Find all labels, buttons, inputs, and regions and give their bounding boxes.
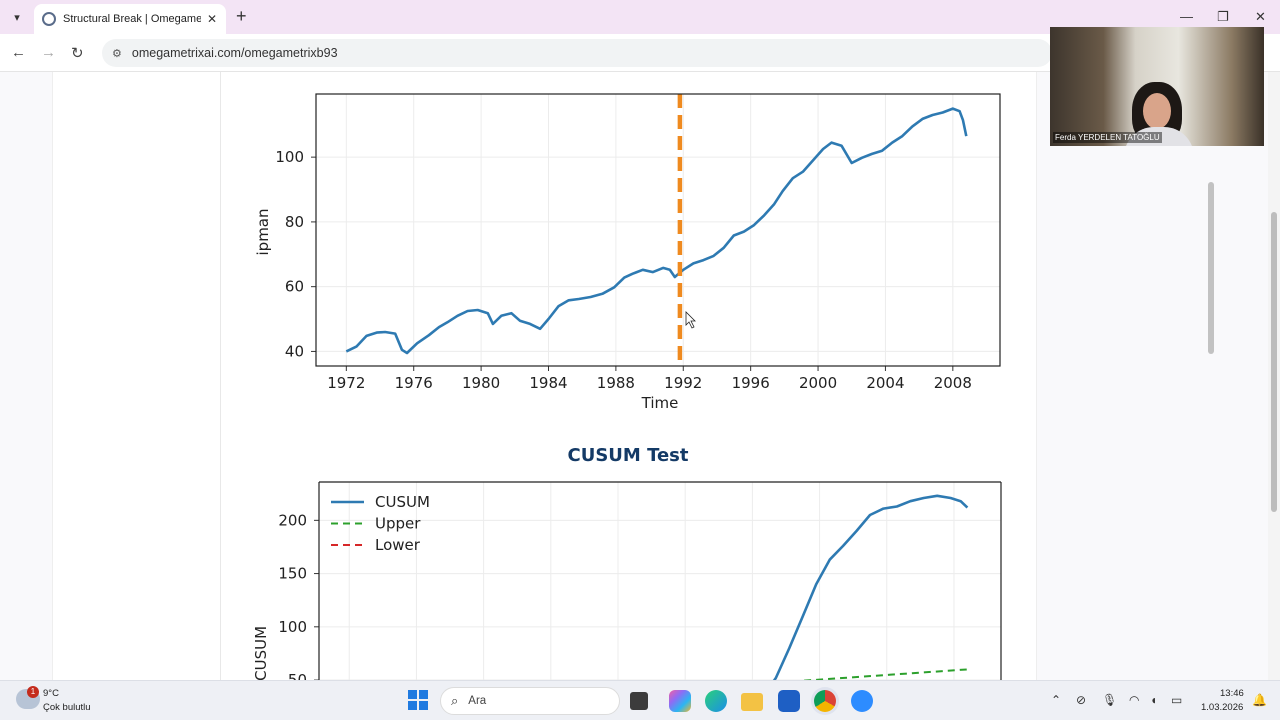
clock-time[interactable]: 13:46 — [1220, 688, 1244, 699]
page-scrollbar-thumb[interactable] — [1271, 212, 1277, 512]
chrome-icon[interactable] — [814, 690, 836, 712]
reload-icon[interactable]: ↻ — [71, 45, 84, 62]
plot2-legend-label: CUSUM — [375, 493, 430, 511]
site-favicon-icon — [42, 12, 56, 26]
edge-browser-icon[interactable] — [705, 690, 727, 712]
plot2-ytick-label: 150 — [278, 565, 307, 583]
weather-badge: 1 — [27, 686, 39, 698]
plot1-area — [316, 94, 1000, 366]
plot2-ytick-label: 50 — [288, 671, 307, 680]
plot2-area — [319, 482, 1001, 680]
battery-icon[interactable]: ▭ — [1171, 693, 1183, 707]
weather-temperature[interactable]: 9°C — [43, 688, 59, 699]
charts-canvas: 1972 1976 1980 1984 1988 1992 1996 2000 2004 2008… — [252, 93, 1002, 680]
tab-title: Structural Break | OmegametriX — [63, 13, 201, 25]
copilot-icon[interactable] — [669, 690, 691, 712]
video-call-tile[interactable]: Ferda YERDELEN TATOĞLU — [1050, 27, 1264, 146]
plot1-xtick-label: 1972 — [327, 374, 365, 392]
address-bar[interactable]: ⚙ omegametrixai.com/omegametrixb93 — [102, 39, 1052, 67]
plot2-ytick-label: 200 — [278, 511, 307, 529]
plot1-xtick-label: 1996 — [732, 374, 770, 392]
plot1-xtick-label: 1976 — [395, 374, 433, 392]
plot1-xtick-label: 2004 — [866, 374, 904, 392]
plot2-ylabel: CUSUM — [252, 626, 270, 680]
taskbar-search[interactable]: ⌕ Ara — [440, 687, 620, 715]
plot2-cusum-line — [772, 494, 969, 680]
participant-face — [1143, 93, 1171, 129]
plot1-ytick-label: 60 — [285, 278, 304, 296]
plot1-xtick-label: 2008 — [934, 374, 972, 392]
tab-active[interactable]: Structural Break | OmegametriX ✕ — [34, 4, 226, 34]
plot1-xtick-label: 1984 — [529, 374, 567, 392]
tab-close-icon[interactable]: ✕ — [207, 12, 218, 26]
weather-description[interactable]: Çok bulutlu — [43, 702, 91, 713]
plot1-xlabel: Time — [641, 394, 679, 412]
store-icon[interactable] — [778, 690, 800, 712]
inner-scrollbar-thumb[interactable] — [1208, 182, 1214, 354]
wifi-icon[interactable]: ◠ — [1129, 693, 1140, 707]
restore-icon[interactable]: ❐ — [1217, 9, 1229, 24]
plot1-ytick-label: 100 — [275, 148, 304, 166]
chevron-up-icon[interactable]: ⌃ — [1051, 693, 1062, 707]
notifications-icon[interactable]: 🔔 — [1252, 693, 1267, 707]
plot1-xtick-label: 1992 — [664, 374, 702, 392]
page-content: 1972 1976 1980 1984 1988 1992 1996 2000 2004 2008… — [0, 72, 1268, 680]
search-placeholder: Ara — [468, 695, 487, 707]
start-windows-icon[interactable] — [408, 690, 428, 710]
participant-name: Ferda YERDELEN TATOĞLU — [1053, 132, 1162, 143]
plot2-title: CUSUM Test — [568, 445, 689, 466]
search-icon: ⌕ — [451, 693, 459, 708]
plot2-legend-label: Lower — [375, 536, 421, 554]
plot1-xtick-label: 1988 — [597, 374, 635, 392]
mouse-cursor-icon — [685, 311, 696, 329]
page-scrollbar[interactable] — [1268, 72, 1280, 680]
new-tab-plus-icon[interactable]: + — [236, 6, 247, 26]
plot2-legend-label: Upper — [375, 515, 421, 533]
plot1-frame — [315, 93, 1001, 367]
zoom-icon[interactable] — [851, 690, 873, 712]
plot1-ytick-label: 40 — [285, 342, 304, 360]
tab-search-chevron-icon[interactable]: ▾ — [14, 11, 20, 24]
plot1-xtick-label: 2000 — [799, 374, 837, 392]
participant-body — [1124, 127, 1194, 146]
security-status-icon[interactable]: ⊘ — [1076, 693, 1087, 707]
minimize-icon[interactable]: — — [1180, 9, 1193, 24]
forward-arrow-icon[interactable]: → — [41, 44, 56, 61]
address-url: omegametrixai.com/omegametrixb93 — [131, 46, 338, 60]
plot1-ylabel: ipman — [254, 209, 272, 256]
microphone-icon[interactable]: 🎙 — [1102, 693, 1118, 707]
volume-icon[interactable]: ◖ — [1150, 693, 1158, 707]
clock-date[interactable]: 1.03.2026 — [1201, 702, 1244, 713]
tab-bar: ▾ Structural Break | OmegametriX ✕ + — ❐… — [0, 0, 1280, 34]
back-arrow-icon[interactable]: ← — [11, 44, 26, 61]
task-view-icon[interactable] — [630, 692, 648, 710]
plot1-ipman-line — [345, 107, 968, 355]
plot2-upper-line — [799, 668, 968, 680]
plot1-ytick-label: 80 — [285, 213, 304, 231]
site-info-icon[interactable]: ⚙ — [112, 47, 122, 60]
windows-taskbar: 1 9°C Çok bulutlu ⌕ Ara ⌃ ⊘ 🎙 ◠ ◖ ▭ 13:4… — [0, 680, 1280, 720]
plot2-ytick-label: 100 — [278, 618, 307, 636]
close-window-icon[interactable]: ✕ — [1255, 9, 1266, 24]
file-explorer-icon[interactable] — [741, 693, 763, 711]
plot1-xtick-label: 1980 — [462, 374, 500, 392]
